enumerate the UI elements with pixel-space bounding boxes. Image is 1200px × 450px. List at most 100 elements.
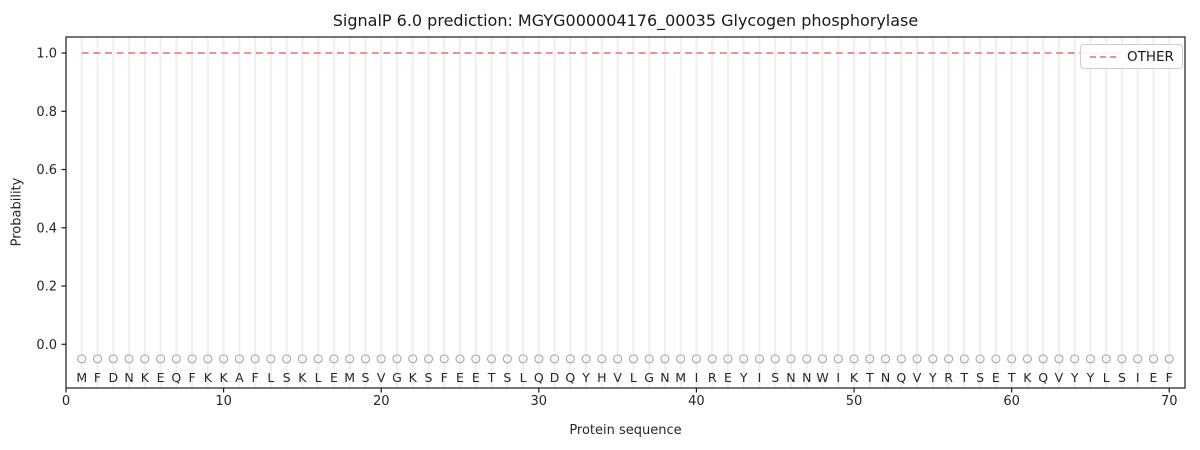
residue-marker bbox=[865, 354, 875, 364]
residue-letter: Y bbox=[739, 370, 748, 385]
residue-letter: E bbox=[472, 370, 480, 385]
residue-marker bbox=[991, 354, 1001, 364]
residue-letter: R bbox=[944, 370, 953, 385]
residue-letter: N bbox=[786, 370, 795, 385]
residue-letter: S bbox=[425, 370, 433, 385]
residue-letter: Q bbox=[534, 370, 544, 385]
residue-letter: T bbox=[960, 370, 969, 385]
residue-letter: K bbox=[298, 370, 307, 385]
residue-letter: E bbox=[456, 370, 464, 385]
residue-marker bbox=[660, 354, 670, 364]
residue-marker bbox=[1101, 354, 1111, 364]
residue-marker bbox=[486, 354, 497, 364]
residue-letter: M bbox=[675, 370, 686, 385]
residue-marker bbox=[928, 354, 938, 364]
residue-marker bbox=[423, 354, 434, 364]
residue-letter: M bbox=[344, 370, 355, 385]
x-tick-label: 50 bbox=[846, 394, 863, 409]
residue-marker bbox=[550, 354, 560, 364]
residue-letter: S bbox=[976, 370, 984, 385]
residue-letter: I bbox=[758, 370, 762, 385]
residue-letter: Y bbox=[581, 370, 590, 385]
y-tick-label: 1.0 bbox=[36, 47, 57, 62]
residue-marker bbox=[77, 354, 87, 364]
residue-marker bbox=[502, 354, 512, 364]
residue-marker bbox=[534, 354, 544, 364]
residue-marker bbox=[297, 354, 307, 364]
residue-marker bbox=[644, 354, 654, 364]
residue-marker bbox=[597, 354, 607, 364]
residue-letter: D bbox=[550, 370, 560, 385]
residue-marker bbox=[1054, 354, 1064, 364]
residue-marker bbox=[360, 354, 371, 364]
residue-letter: S bbox=[503, 370, 511, 385]
residue-letter: K bbox=[141, 370, 150, 385]
residue-letter: L bbox=[315, 370, 322, 385]
residue-marker bbox=[313, 354, 323, 364]
residue-letter: D bbox=[108, 370, 118, 385]
residue-marker bbox=[1164, 354, 1174, 364]
residue-marker bbox=[676, 354, 686, 364]
residue-letter: T bbox=[1007, 370, 1016, 385]
residue-marker bbox=[1148, 354, 1159, 364]
residue-marker bbox=[1085, 354, 1095, 364]
residue-letter: K bbox=[850, 370, 859, 385]
residue-marker bbox=[518, 354, 528, 364]
residue-letter: L bbox=[267, 370, 274, 385]
residue-letter: L bbox=[520, 370, 527, 385]
residue-marker bbox=[802, 354, 812, 364]
chart-title: SignalP 6.0 prediction: MGYG000004176_00… bbox=[332, 11, 919, 30]
residue-letter: I bbox=[1136, 370, 1140, 385]
legend-label-other: OTHER bbox=[1127, 48, 1174, 65]
residue-marker bbox=[691, 354, 701, 364]
residue-letter: N bbox=[881, 370, 890, 385]
residue-marker bbox=[92, 354, 103, 364]
residue-marker bbox=[896, 354, 906, 364]
residue-marker bbox=[203, 354, 213, 364]
residue-letter: T bbox=[487, 370, 496, 385]
x-tick-label: 40 bbox=[688, 394, 705, 409]
residue-letter: F bbox=[252, 370, 259, 385]
residue-marker bbox=[471, 354, 481, 364]
residue-letter: F bbox=[1166, 370, 1173, 385]
residue-letter: F bbox=[188, 370, 195, 385]
residue-letter: H bbox=[597, 370, 606, 385]
residue-letter: E bbox=[330, 370, 338, 385]
residue-marker bbox=[1038, 354, 1048, 364]
residue-letter: I bbox=[836, 370, 840, 385]
residue-marker bbox=[817, 354, 828, 364]
residue-marker bbox=[786, 354, 796, 364]
residue-letter: A bbox=[235, 370, 244, 385]
residue-marker bbox=[833, 354, 843, 364]
residue-marker bbox=[439, 354, 449, 364]
residue-marker bbox=[944, 354, 954, 364]
x-axis-label: Protein sequence bbox=[569, 423, 682, 438]
residue-marker bbox=[628, 354, 638, 364]
residue-marker bbox=[770, 354, 780, 364]
residue-letter: V bbox=[1055, 370, 1064, 385]
residue-marker bbox=[282, 354, 292, 364]
x-tick-label: 60 bbox=[1003, 394, 1020, 409]
residue-letter: F bbox=[94, 370, 101, 385]
residue-marker bbox=[613, 354, 623, 364]
residue-letter: V bbox=[613, 370, 622, 385]
residue-letter: V bbox=[377, 370, 386, 385]
residue-marker bbox=[392, 354, 402, 364]
residue-letter: Y bbox=[1070, 370, 1079, 385]
residue-marker bbox=[1022, 354, 1032, 364]
residue-letter: Q bbox=[896, 370, 906, 385]
residue-marker bbox=[739, 354, 749, 364]
residue-letter: G bbox=[644, 370, 654, 385]
residue-marker bbox=[187, 354, 197, 364]
residue-letter: L bbox=[630, 370, 637, 385]
residue-marker bbox=[912, 354, 922, 364]
y-tick-label: 0.0 bbox=[36, 338, 57, 353]
x-tick-label: 0 bbox=[62, 394, 70, 409]
residue-letter: N bbox=[802, 370, 811, 385]
residue-marker bbox=[156, 354, 166, 364]
residue-marker bbox=[408, 354, 418, 364]
residue-letter: I bbox=[695, 370, 699, 385]
residue-marker bbox=[975, 354, 985, 364]
